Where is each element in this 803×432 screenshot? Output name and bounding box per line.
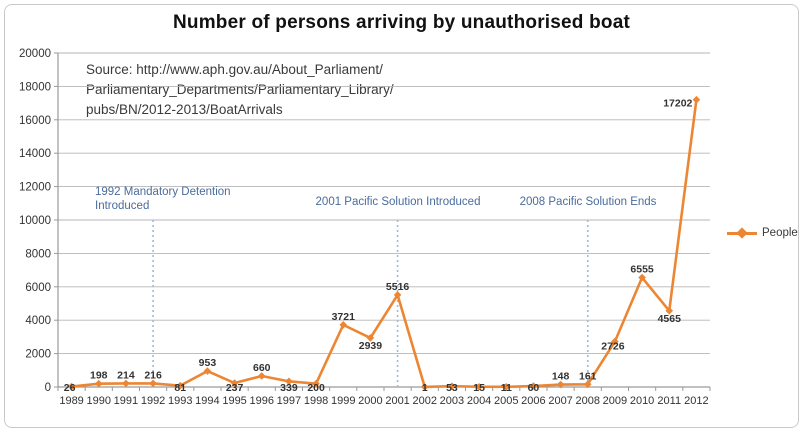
svg-text:198: 198 — [90, 370, 108, 382]
svg-text:60: 60 — [528, 382, 540, 394]
svg-text:4565: 4565 — [658, 313, 682, 325]
svg-text:17202: 17202 — [663, 98, 692, 110]
svg-text:2001: 2001 — [385, 395, 409, 407]
svg-text:1992: 1992 — [141, 395, 165, 407]
svg-text:6555: 6555 — [630, 264, 654, 276]
annotation-1992-line-1: 1992 Mandatory Detention — [95, 186, 231, 198]
svg-text:1991: 1991 — [114, 395, 138, 407]
svg-text:53: 53 — [446, 382, 458, 394]
svg-text:18000: 18000 — [19, 81, 51, 93]
legend-line-marker-icon — [727, 226, 757, 240]
svg-text:2004: 2004 — [467, 395, 491, 407]
legend-label-people: People — [762, 227, 798, 239]
chart-title: Number of persons arriving by unauthoris… — [172, 12, 630, 33]
legend: People — [727, 226, 798, 240]
svg-text:26: 26 — [64, 382, 76, 394]
svg-text:148: 148 — [552, 371, 570, 383]
svg-text:6000: 6000 — [25, 282, 51, 294]
svg-text:339: 339 — [280, 382, 298, 394]
svg-text:1999: 1999 — [331, 395, 355, 407]
svg-text:8000: 8000 — [25, 248, 51, 260]
svg-text:1: 1 — [422, 382, 428, 394]
svg-text:2002: 2002 — [413, 395, 437, 407]
svg-text:15: 15 — [473, 382, 485, 394]
svg-text:2008: 2008 — [576, 395, 600, 407]
svg-text:20000: 20000 — [19, 48, 51, 60]
svg-text:12000: 12000 — [19, 182, 51, 194]
source-note-line-3: pubs/BN/2012-2013/BoatArrivals — [86, 102, 283, 117]
svg-text:1990: 1990 — [87, 395, 111, 407]
svg-text:2009: 2009 — [603, 395, 627, 407]
svg-text:2011: 2011 — [657, 395, 681, 407]
svg-text:3721: 3721 — [332, 311, 356, 323]
svg-text:10000: 10000 — [19, 215, 51, 227]
svg-text:214: 214 — [117, 369, 135, 381]
svg-text:1996: 1996 — [250, 395, 274, 407]
svg-text:1997: 1997 — [277, 395, 301, 407]
svg-text:237: 237 — [226, 382, 244, 394]
svg-text:660: 660 — [253, 362, 271, 374]
svg-text:81: 81 — [174, 382, 186, 394]
annotation-2008-pacific-solution: 2008 Pacific Solution Ends — [519, 196, 657, 208]
svg-text:2005: 2005 — [494, 395, 518, 407]
svg-text:1995: 1995 — [222, 395, 246, 407]
svg-text:14000: 14000 — [19, 148, 51, 160]
svg-text:4000: 4000 — [25, 315, 51, 327]
svg-text:1998: 1998 — [304, 395, 328, 407]
svg-text:2726: 2726 — [601, 340, 625, 352]
svg-text:2003: 2003 — [440, 395, 464, 407]
svg-text:161: 161 — [579, 370, 597, 382]
svg-text:2000: 2000 — [358, 395, 382, 407]
svg-text:2007: 2007 — [548, 395, 572, 407]
svg-text:2010: 2010 — [630, 395, 654, 407]
svg-text:2000: 2000 — [25, 349, 51, 361]
svg-text:16000: 16000 — [19, 115, 51, 127]
chart-frame-border — [4, 4, 799, 428]
svg-text:2939: 2939 — [359, 340, 383, 352]
svg-text:1993: 1993 — [168, 395, 192, 407]
annotation-1992-line-2: Introduced — [95, 200, 150, 212]
svg-text:1989: 1989 — [59, 395, 83, 407]
annotation-2001-pacific-solution: 2001 Pacific Solution Introduced — [315, 196, 481, 208]
svg-text:200: 200 — [307, 382, 325, 394]
svg-text:1994: 1994 — [195, 395, 219, 407]
source-note-line-1: Source: http://www.aph.gov.au/About_Parl… — [86, 62, 383, 77]
annotation-1992-mandatory-detention: 1992 Mandatory Detention Introduced — [95, 185, 245, 213]
svg-text:2006: 2006 — [521, 395, 545, 407]
svg-text:11: 11 — [501, 382, 512, 394]
svg-text:953: 953 — [199, 357, 217, 369]
svg-text:5516: 5516 — [386, 281, 410, 293]
source-note: Source: http://www.aph.gov.au/About_Parl… — [86, 60, 394, 120]
svg-text:2012: 2012 — [684, 395, 708, 407]
svg-text:0: 0 — [45, 382, 51, 394]
source-note-line-2: Parliamentary_Departments/Parliamentary_… — [86, 82, 394, 97]
svg-text:216: 216 — [144, 369, 162, 381]
